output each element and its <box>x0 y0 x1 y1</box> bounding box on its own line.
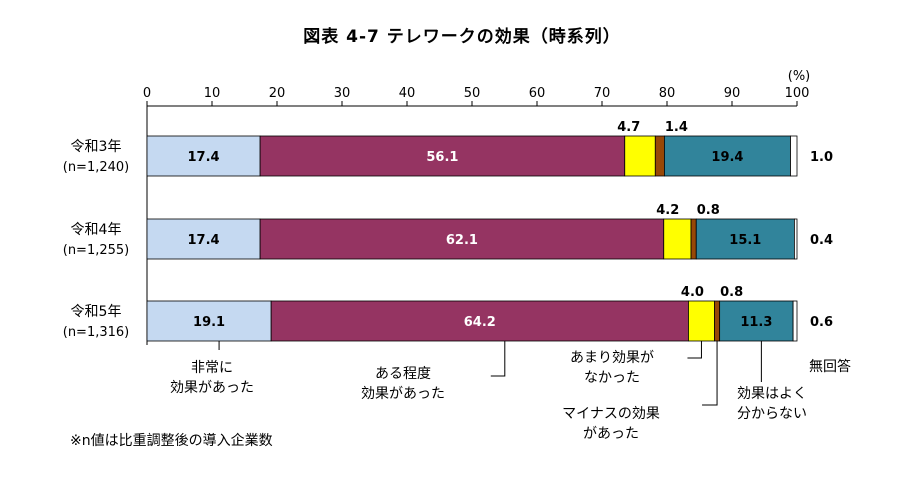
bar-segment <box>690 218 697 260</box>
row-label: 令和3年 <box>71 139 122 155</box>
bar-segment <box>688 300 715 342</box>
value-label: 0.6 <box>810 315 833 330</box>
value-label: 19.1 <box>193 315 225 330</box>
callout-label: マイナスの効果 <box>562 406 660 422</box>
callout-leader <box>702 341 718 406</box>
value-label: 0.8 <box>697 203 720 218</box>
row-label: 令和4年 <box>71 222 122 238</box>
bar-segment <box>654 135 665 177</box>
value-label: 62.1 <box>446 233 478 248</box>
callout-leader <box>490 341 506 377</box>
x-tick-label: 60 <box>529 86 546 101</box>
value-label: 4.2 <box>656 203 679 218</box>
footnote: ※n値は比重調整後の導入企業数 <box>70 433 273 449</box>
bar-segment <box>146 300 272 342</box>
x-tick-label: 50 <box>464 86 481 101</box>
row-n-label: (n=1,240) <box>63 160 130 175</box>
bar-segment <box>794 218 798 260</box>
unit-label: (%) <box>788 69 811 84</box>
bar-segment <box>792 300 798 342</box>
bar-segment <box>790 135 798 177</box>
x-tick-label: 70 <box>594 86 611 101</box>
callout-label: があった <box>583 426 639 442</box>
callout-label: 非常に <box>191 360 233 376</box>
callout-label: 効果があった <box>170 380 254 396</box>
value-label: 64.2 <box>464 315 496 330</box>
value-label: 1.0 <box>810 150 833 165</box>
bar-segment <box>259 218 665 260</box>
value-label: 56.1 <box>426 150 458 165</box>
bar-segment <box>663 218 692 260</box>
x-tick-label: 10 <box>204 86 221 101</box>
x-tick-label: 80 <box>659 86 676 101</box>
x-tick-label: 100 <box>785 86 810 101</box>
bar-segment <box>624 135 656 177</box>
callout-label: なかった <box>584 370 640 386</box>
value-label: 17.4 <box>188 233 220 248</box>
value-label: 0.8 <box>720 285 743 300</box>
value-label: 4.0 <box>681 285 704 300</box>
chart-title: 図表 4-7 テレワークの効果（時系列） <box>303 27 621 47</box>
x-tick-label: 40 <box>399 86 416 101</box>
value-label: 11.3 <box>740 315 772 330</box>
value-label: 17.4 <box>188 150 220 165</box>
callout-label: 分からない <box>737 406 807 422</box>
value-label: 4.7 <box>617 120 640 135</box>
x-tick-label: 0 <box>143 86 151 101</box>
row-label: 令和5年 <box>71 304 122 320</box>
row-n-label: (n=1,316) <box>63 325 130 340</box>
callout-leader <box>687 341 702 359</box>
row-n-label: (n=1,255) <box>63 243 130 258</box>
bar-segment <box>714 300 721 342</box>
bar-segment <box>259 135 626 177</box>
value-label: 1.4 <box>665 120 688 135</box>
bar-segment <box>664 135 791 177</box>
bar-segment <box>719 300 794 342</box>
bar-segment <box>695 218 795 260</box>
callout-label: 効果があった <box>361 386 445 402</box>
callout-label: 無回答 <box>809 358 851 375</box>
callout-label: あまり効果が <box>570 350 654 366</box>
x-tick-label: 30 <box>334 86 351 101</box>
value-label: 15.1 <box>729 233 761 248</box>
x-tick-label: 20 <box>269 86 286 101</box>
x-tick-label: 90 <box>724 86 741 101</box>
value-label: 0.4 <box>810 233 833 248</box>
callout-label: 効果はよく <box>737 386 807 402</box>
callout-label: ある程度 <box>375 366 431 382</box>
bar-segment <box>270 300 689 342</box>
bar-segment <box>146 218 261 260</box>
value-label: 19.4 <box>711 150 743 165</box>
